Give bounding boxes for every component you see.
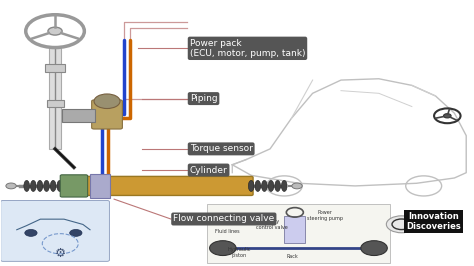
Circle shape <box>94 94 120 109</box>
FancyBboxPatch shape <box>0 201 109 261</box>
Text: Power
steering pump: Power steering pump <box>307 210 343 221</box>
Ellipse shape <box>24 180 29 192</box>
FancyBboxPatch shape <box>207 204 390 263</box>
Ellipse shape <box>262 180 267 192</box>
Text: Rack: Rack <box>287 255 298 260</box>
Circle shape <box>48 27 62 35</box>
Text: ⚙: ⚙ <box>55 247 66 260</box>
Circle shape <box>25 230 37 236</box>
Text: Innovation
Discoveries: Innovation Discoveries <box>406 212 461 231</box>
Ellipse shape <box>37 180 43 192</box>
FancyBboxPatch shape <box>49 48 61 149</box>
Ellipse shape <box>255 180 261 192</box>
FancyBboxPatch shape <box>91 100 122 129</box>
FancyBboxPatch shape <box>46 100 64 107</box>
Circle shape <box>361 241 387 256</box>
Circle shape <box>6 183 16 189</box>
FancyBboxPatch shape <box>63 109 95 122</box>
FancyBboxPatch shape <box>79 176 253 196</box>
Text: Hydraulic
piston: Hydraulic piston <box>228 247 251 258</box>
Circle shape <box>70 230 82 236</box>
Ellipse shape <box>50 180 56 192</box>
Text: Fluid lines: Fluid lines <box>215 228 240 234</box>
Circle shape <box>386 216 417 233</box>
FancyBboxPatch shape <box>45 64 65 72</box>
Text: Piping: Piping <box>190 94 218 103</box>
FancyBboxPatch shape <box>90 174 110 198</box>
Text: Flow connecting valve: Flow connecting valve <box>173 214 274 223</box>
Text: Torque sensor: Torque sensor <box>190 144 253 153</box>
Ellipse shape <box>248 180 254 192</box>
FancyBboxPatch shape <box>60 175 88 197</box>
Circle shape <box>210 241 236 256</box>
Ellipse shape <box>275 180 281 192</box>
Ellipse shape <box>44 180 49 192</box>
Ellipse shape <box>282 180 287 192</box>
Circle shape <box>292 183 302 189</box>
FancyBboxPatch shape <box>284 216 305 243</box>
Ellipse shape <box>57 180 63 192</box>
Text: Power pack
(ECU, motor, pump, tank): Power pack (ECU, motor, pump, tank) <box>190 39 305 58</box>
Text: Rotary
control valve: Rotary control valve <box>255 219 287 230</box>
Ellipse shape <box>268 180 274 192</box>
Circle shape <box>444 114 451 118</box>
Text: Cylinder: Cylinder <box>190 165 228 174</box>
Ellipse shape <box>30 180 36 192</box>
